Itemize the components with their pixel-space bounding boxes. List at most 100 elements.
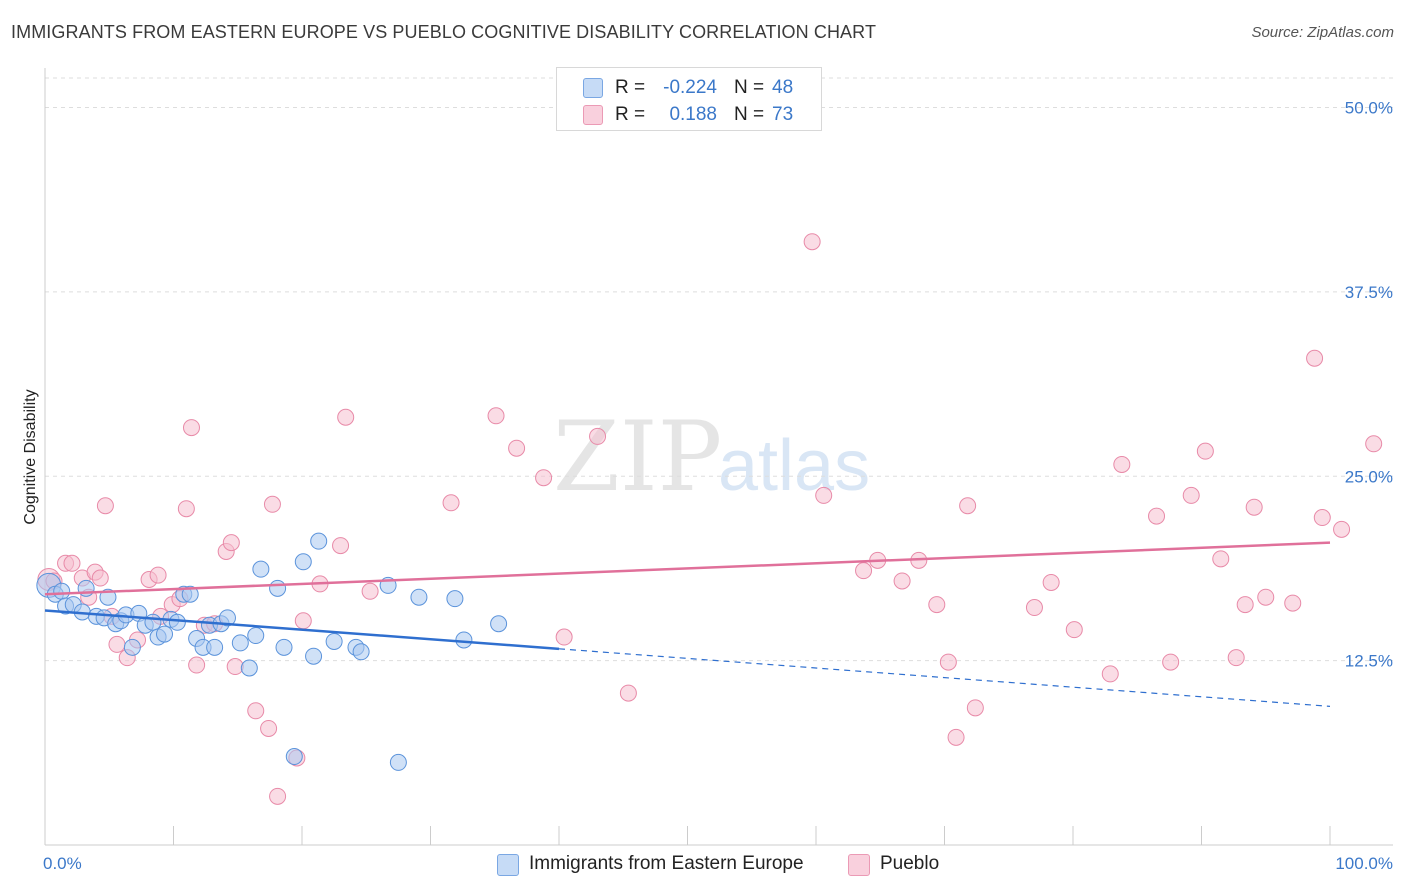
eastern-europe-point — [305, 647, 323, 665]
pueblo-point — [1042, 573, 1060, 591]
pueblo-point — [108, 635, 126, 653]
pueblo-point — [337, 408, 355, 426]
pueblo-point — [1212, 550, 1230, 568]
eastern-europe-point — [156, 625, 174, 643]
pueblo-point — [1101, 665, 1119, 683]
eastern-europe-point — [294, 553, 312, 571]
pueblo-point — [247, 702, 265, 720]
pueblo-point — [91, 569, 109, 587]
pueblo-point — [535, 469, 553, 487]
pueblo-point — [263, 495, 281, 513]
pueblo-point — [1182, 486, 1200, 504]
eastern-europe-point — [168, 613, 186, 631]
tick-labels: 12.5% 25.0% 37.5% 50.0% 0.0% 100.0% — [43, 99, 1393, 874]
eastern-europe-point — [206, 638, 224, 656]
eastern-europe-point — [410, 588, 428, 606]
watermark-atlas: atlas — [718, 426, 870, 506]
y-tick-label: 50.0% — [1345, 99, 1393, 118]
source-credit: Source: ZipAtlas.com — [1251, 24, 1394, 41]
eastern-europe-point — [252, 560, 270, 578]
pueblo-point — [893, 572, 911, 590]
r-label: R = — [615, 77, 646, 98]
pueblo-point — [1162, 653, 1180, 671]
pueblo-point — [149, 566, 167, 584]
pueblo-point — [442, 494, 460, 512]
eastern-europe-point — [275, 638, 293, 656]
n-value: 73 — [772, 104, 794, 125]
pink-swatch — [848, 854, 870, 876]
pueblo-trend-line — [44, 541, 1331, 596]
r-value: -0.224 — [663, 77, 717, 98]
pueblo-point — [855, 562, 873, 580]
eastern-europe-trend-line — [44, 609, 560, 651]
pueblo-point — [619, 684, 637, 702]
pueblo-point — [1284, 594, 1302, 612]
eastern-europe-point — [218, 609, 236, 627]
eastern-europe-point — [490, 615, 508, 633]
eastern-europe-point — [53, 582, 71, 600]
legend-row-eastern-europe: R = -0.224 N = 48 — [557, 73, 821, 101]
pueblo-point — [508, 439, 526, 457]
legend-row-pueblo: R = 0.188 N = 73 — [557, 100, 821, 128]
eastern-europe-point — [352, 643, 370, 661]
eastern-europe-point — [247, 627, 265, 645]
stats-legend: R = -0.224 N = 48 R = 0.188 N = 73 — [556, 67, 822, 131]
pueblo-point — [939, 653, 957, 671]
watermark-zip: ZIP — [553, 401, 722, 513]
pueblo-point — [1236, 596, 1254, 614]
legend-label: Pueblo — [880, 853, 940, 874]
eastern-europe-point — [285, 748, 303, 765]
pueblo-point — [222, 534, 240, 552]
eastern-europe-point — [389, 753, 407, 771]
pueblo-point — [1313, 509, 1331, 527]
eastern-europe-point — [240, 659, 258, 677]
pueblo-point — [1148, 507, 1166, 525]
pueblo-point — [928, 596, 946, 614]
eastern-europe-point — [231, 634, 249, 652]
pink-swatch — [583, 105, 603, 125]
pueblo-point — [947, 728, 965, 746]
eastern-europe-point — [144, 613, 162, 631]
pueblo-point — [959, 497, 977, 515]
pueblo-point — [1065, 621, 1083, 639]
pueblo-point — [63, 554, 81, 572]
pueblo-point — [294, 612, 312, 630]
legend-label: Immigrants from Eastern Europe — [529, 853, 804, 874]
pueblo-point — [1245, 498, 1263, 516]
pueblo-point — [332, 537, 350, 555]
pueblo-point — [589, 427, 607, 445]
pueblo-point — [96, 497, 114, 515]
y-tick-label: 37.5% — [1345, 283, 1393, 302]
pueblo-point — [177, 500, 195, 518]
pueblo-point — [1025, 599, 1043, 617]
pueblo-point — [803, 233, 821, 251]
gridlines — [45, 77, 1395, 662]
pueblo-point — [555, 628, 573, 646]
eastern-europe-point — [446, 590, 464, 608]
eastern-europe-point — [269, 579, 287, 597]
eastern-europe-trend-extension — [558, 648, 1331, 707]
r-label: R = — [615, 104, 646, 125]
pueblo-point — [1113, 455, 1131, 473]
eastern-europe-point — [455, 631, 473, 649]
pueblo-point — [1257, 588, 1275, 606]
blue-swatch — [497, 854, 519, 876]
pueblo-point — [188, 656, 206, 674]
y-axis-label: Cognitive Disability — [22, 389, 39, 524]
pueblo-points — [37, 233, 1383, 805]
r-value: 0.188 — [669, 104, 717, 125]
series-legend: Immigrants from Eastern Europe Pueblo — [0, 852, 1406, 878]
pueblo-point — [361, 582, 379, 600]
chart-title: IMMIGRANTS FROM EASTERN EUROPE VS PUEBLO… — [11, 22, 877, 42]
n-value: 48 — [772, 77, 794, 98]
pueblo-point — [260, 719, 278, 737]
pueblo-point — [1306, 349, 1324, 367]
eastern-europe-point — [325, 632, 343, 650]
pueblo-point — [269, 787, 287, 805]
axes — [44, 68, 1393, 846]
trend-lines — [44, 541, 1331, 707]
n-label: N = — [734, 77, 765, 98]
eastern-europe-point — [181, 585, 199, 603]
pueblo-point — [1333, 520, 1351, 538]
